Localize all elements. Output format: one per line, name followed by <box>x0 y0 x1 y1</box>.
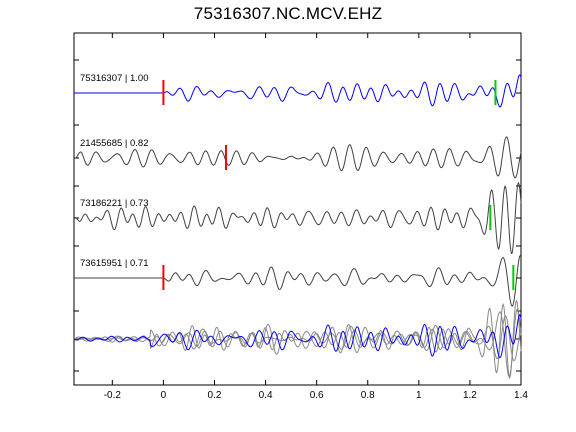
x-tick: 0 <box>161 33 167 401</box>
trace-line <box>74 254 522 307</box>
x-tick: 0.2 <box>208 33 222 401</box>
trace-group: 75316307 | 1.00 <box>74 73 522 108</box>
x-tick-label: 0 <box>161 390 167 401</box>
stack-trace-line <box>73 315 522 362</box>
x-tick-label: 0.2 <box>208 390 222 401</box>
x-tick: 0.8 <box>361 33 375 401</box>
chart-title: 75316307.NC.MCV.EHZ <box>193 4 383 23</box>
trace-group: 73615951 | 0.71 <box>74 254 522 307</box>
trace-group: 73186221 | 0.73 <box>73 181 522 255</box>
x-tick-label: 0.6 <box>310 390 324 401</box>
trace-line <box>73 181 522 255</box>
trace-label: 75316307 | 1.00 <box>80 73 149 84</box>
x-tick: 1.4 <box>514 33 528 401</box>
trace-group: 21455685 | 0.82 <box>73 136 522 179</box>
x-tick-label: 0.8 <box>361 390 375 401</box>
x-tick: 1.2 <box>463 33 477 401</box>
x-tick: -0.2 <box>104 33 122 401</box>
stack-trace-line <box>73 313 522 359</box>
stack-overlay <box>73 299 522 380</box>
trace-line <box>74 74 522 108</box>
x-tick-label: 1.2 <box>463 390 477 401</box>
x-tick: 1 <box>416 33 422 401</box>
x-tick-label: 1.4 <box>514 390 528 401</box>
x-tick-label: 1 <box>416 390 422 401</box>
stack-trace-line <box>73 299 522 380</box>
x-tick: 0.6 <box>310 33 324 401</box>
x-tick-label: 0.4 <box>259 390 273 401</box>
x-tick-label: -0.2 <box>104 390 122 401</box>
trace-line <box>73 136 522 179</box>
trace-label: 21455685 | 0.82 <box>80 138 149 149</box>
trace-label: 73615951 | 0.71 <box>80 258 149 269</box>
x-tick: 0.4 <box>259 33 273 401</box>
trace-label: 73186221 | 0.73 <box>80 198 149 209</box>
plot-frame <box>73 32 522 386</box>
